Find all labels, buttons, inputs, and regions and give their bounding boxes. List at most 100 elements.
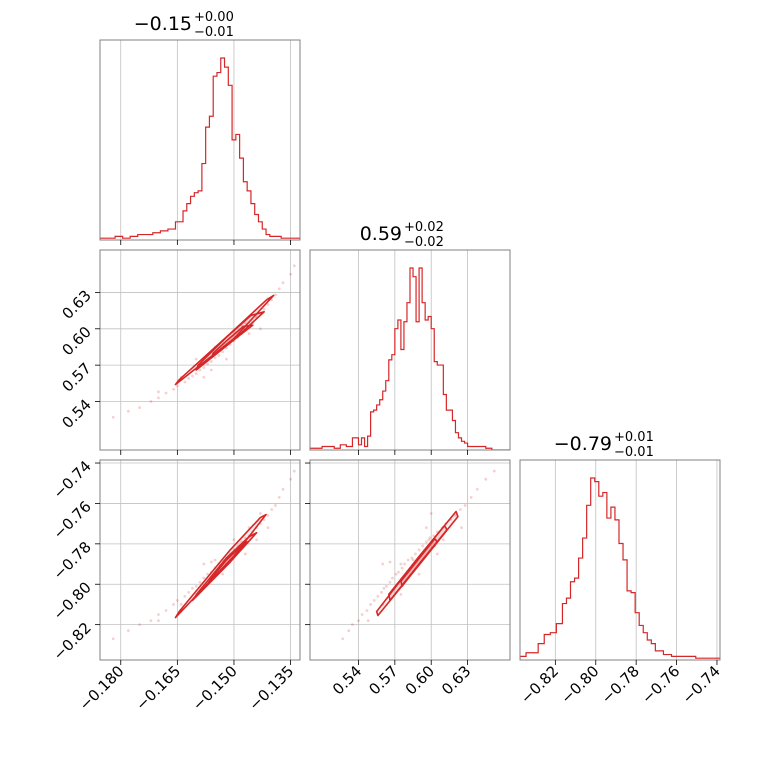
sample-point (202, 576, 206, 580)
x-tick-label: −0.150 (189, 662, 241, 714)
sample-point (157, 396, 160, 400)
sample-point (225, 357, 228, 361)
gridlines-2-2 (554, 460, 718, 660)
sample-point (469, 495, 473, 499)
sample-point (111, 415, 115, 419)
sample-point (172, 603, 175, 606)
sample-point (194, 584, 198, 588)
sample-point (183, 594, 187, 598)
sample-point (277, 287, 281, 291)
histogram-group-0 (100, 57, 300, 240)
sample-point (149, 619, 153, 623)
sample-point (365, 609, 369, 612)
sample-point (209, 560, 213, 564)
sample-point (428, 536, 432, 540)
gridlines-2-0 (100, 460, 300, 660)
sample-point (463, 504, 467, 507)
sample-point (432, 534, 436, 538)
sample-point (126, 629, 130, 633)
sample-point (217, 354, 221, 357)
y-tick-label: −0.82 (50, 619, 95, 664)
sample-point (175, 599, 179, 602)
y-tick-label: 0.57 (58, 359, 94, 395)
sample-point (292, 469, 296, 473)
contour-level-2 (400, 537, 439, 588)
sample-point (292, 264, 296, 268)
x-tick-label: −0.82 (517, 662, 562, 707)
x-tick-label: −0.76 (638, 662, 683, 707)
sample-point (202, 562, 206, 566)
y-tick-label: −0.74 (50, 457, 95, 502)
sample-point (157, 619, 160, 623)
y-tick-label: −0.78 (50, 538, 95, 583)
sample-point (357, 619, 360, 623)
sample-point (274, 504, 277, 507)
panel-title-upper: +0.00 (194, 10, 234, 25)
sample-point (441, 538, 445, 542)
x-tick-label: −0.78 (598, 662, 643, 707)
sample-point (274, 293, 277, 297)
y-tick-label: −0.76 (50, 498, 95, 543)
y-tick-label: −0.80 (50, 578, 95, 623)
histogram-group-2 (520, 477, 720, 660)
scatter-group-1-0 (111, 264, 296, 419)
sample-point (417, 548, 421, 552)
sample-point (258, 327, 262, 331)
sample-point (243, 552, 247, 556)
y-tick-label: 0.54 (58, 396, 94, 432)
sample-point (484, 477, 488, 481)
sample-point (209, 360, 213, 363)
sample-point (157, 613, 160, 616)
sample-point (400, 566, 404, 570)
panel-title-upper: +0.02 (404, 220, 444, 235)
gridlines-1-0 (100, 250, 300, 450)
sample-point (454, 514, 457, 517)
sample-point (221, 572, 225, 576)
sample-point (202, 366, 206, 369)
sample-point (281, 487, 285, 491)
sample-point (435, 552, 439, 556)
panel-title-value: 0.59 (360, 223, 402, 245)
sample-point (366, 619, 370, 623)
sample-point (382, 586, 386, 590)
contour-level-2 (210, 324, 254, 359)
panel-title-value: −0.15 (134, 13, 192, 35)
sample-point (394, 572, 398, 576)
x-tick-label: −0.165 (132, 662, 184, 714)
sample-point (341, 637, 345, 641)
sample-point (372, 599, 376, 602)
sample-point (403, 562, 406, 566)
sample-point (266, 303, 270, 306)
gridlines-1-1 (358, 250, 468, 450)
sample-point (391, 576, 394, 580)
sample-point (164, 391, 168, 395)
sample-point (281, 281, 285, 285)
sample-point (429, 512, 433, 515)
panel-title-upper: +0.01 (614, 430, 654, 445)
sample-point (417, 572, 421, 576)
sample-point (172, 387, 175, 391)
sample-point (194, 372, 198, 376)
panel-title-value: −0.79 (554, 433, 612, 455)
sample-point (213, 558, 217, 562)
panel-frame (519, 459, 721, 661)
sample-point (138, 406, 142, 409)
sample-point (187, 377, 191, 380)
sample-point (427, 538, 431, 542)
x-tick-label: −0.135 (245, 662, 297, 714)
x-tick-label: 0.57 (365, 662, 401, 698)
sample-point (111, 637, 115, 641)
sample-point (157, 390, 160, 394)
sample-point (198, 580, 202, 584)
sample-point (179, 603, 183, 606)
histogram-0 (100, 57, 300, 240)
sample-point (126, 409, 130, 413)
sample-point (138, 623, 142, 627)
sample-point (406, 558, 410, 562)
sample-point (202, 375, 206, 379)
sample-point (198, 368, 202, 372)
contour-level-2 (206, 541, 248, 586)
sample-point (277, 495, 281, 499)
sample-point (351, 623, 354, 627)
